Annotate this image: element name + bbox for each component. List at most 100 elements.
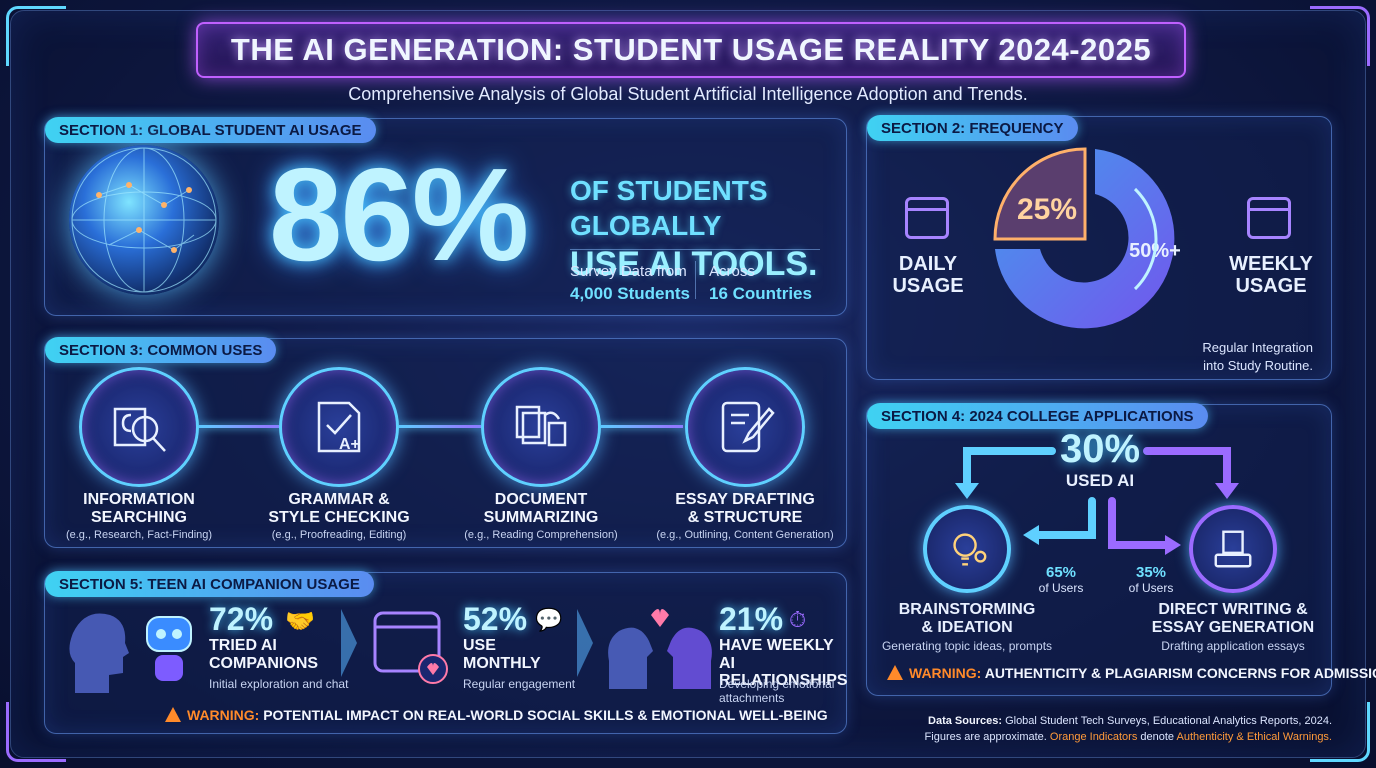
chevron-right-icon — [341, 609, 357, 677]
handshake-icon: 🤝 — [285, 608, 315, 635]
warning-icon — [887, 665, 903, 680]
section-frequency: SECTION 2: FREQUENCY DAILY USAGE 25% 50%… — [866, 115, 1332, 380]
section-label: SECTION 4: 2024 COLLEGE APPLICATIONS — [867, 403, 1208, 429]
direct-writing-pct: 35% of Users — [1121, 564, 1181, 595]
section-global-usage: SECTION 1: GLOBAL STUDENT AI USAGE 86% O… — [44, 117, 847, 316]
title-line: COMPANIONS — [209, 654, 319, 672]
section-label: SECTION 1: GLOBAL STUDENT AI USAGE — [45, 117, 376, 143]
outer-frame — [10, 10, 1366, 758]
sources-text: Global Student Tech Surveys, Educational… — [1005, 715, 1332, 727]
two-heads-heart-icon — [608, 609, 712, 689]
sub-line: attachments — [719, 691, 785, 706]
warning-text: POTENTIAL IMPACT ON REAL-WORLD SOCIAL SK… — [263, 707, 828, 723]
use-title-line: INFORMATION — [83, 491, 195, 508]
direct-writing-sub: Drafting application essays — [1161, 639, 1305, 653]
use-title-line: SEARCHING — [90, 508, 187, 526]
connector-line — [601, 425, 683, 428]
svg-text:A+: A+ — [339, 436, 360, 453]
use-title-line: DOCUMENT — [494, 491, 588, 508]
title-line: BRAINSTORMING — [898, 601, 1036, 618]
lightbulb-gear-icon — [923, 505, 1011, 593]
use-title: GRAMMAR & STYLE CHECKING — [239, 491, 439, 527]
title-line: DIRECT WRITING & — [1158, 601, 1308, 618]
used-ai-label: USED AI — [1065, 471, 1135, 490]
weekly-label-line: WEEKLY — [1229, 253, 1313, 275]
global-usage-headline: OF STUDENTS GLOBALLY USE AI TOOLS. — [570, 173, 846, 286]
use-subtitle: (e.g., Research, Fact-Finding) — [65, 529, 213, 541]
title-line: TRIED AI — [209, 637, 277, 654]
footer-text: denote — [1140, 730, 1175, 743]
connector-line — [399, 425, 481, 428]
teen-stat-sub: Developing emotional attachments — [719, 677, 834, 706]
teen-stat-title: USE MONTHLY — [463, 637, 541, 672]
teen-stat-pct: 21% — [719, 601, 784, 637]
survey-stat: Survey Data from 4,000 Students — [570, 261, 690, 306]
grade-check-icon: A+ — [279, 367, 399, 487]
flow-arrows — [955, 447, 1239, 555]
headline-line: USE AI TOOLS. — [570, 245, 818, 283]
brain-magnifier-icon — [79, 367, 199, 487]
teen-stat-pct: 52% — [463, 601, 528, 637]
head-robot-icon — [69, 613, 192, 693]
pct-value: 65% — [1045, 564, 1077, 581]
daily-usage-label: DAILY USAGE — [889, 253, 967, 297]
use-subtitle: (e.g., Proofreading, Editing) — [271, 529, 407, 541]
sub-line: Developing emotional — [719, 677, 835, 691]
frequency-donut-chart: 25% 50%+ — [985, 139, 1185, 339]
teen-stat-sub: Regular engagement — [463, 677, 576, 691]
footer-orange-text: Authenticity & Ethical Warnings. — [1176, 730, 1333, 743]
brainstorm-title: BRAINSTORMING & IDEATION — [867, 601, 1067, 637]
pct-users: of Users — [1038, 580, 1084, 595]
use-title: ESSAY DRAFTING & STRUCTURE — [645, 491, 845, 527]
globe-icon — [69, 145, 219, 295]
data-sources-footer: Data Sources: Global Student Tech Survey… — [925, 714, 1332, 746]
teen-stat-sub: Initial exploration and chat — [209, 677, 349, 691]
use-subtitle: (e.g., Outlining, Content Generation) — [656, 529, 834, 541]
across-label: Across — [709, 263, 755, 280]
title-line: USE — [463, 637, 496, 654]
teen-stat-pct: 72% — [209, 601, 274, 637]
across-value: 16 Countries — [709, 284, 812, 303]
frame-corner — [6, 6, 66, 66]
chat-bubble-icon: 💬 — [535, 607, 563, 632]
footer-text: Figures are approximate. — [924, 730, 1047, 743]
use-title: DOCUMENT SUMMARIZING — [441, 491, 641, 527]
page-subtitle: Comprehensive Analysis of Global Student… — [348, 84, 1028, 104]
frame-corner — [6, 702, 66, 762]
frame-corner — [1310, 702, 1370, 762]
divider — [695, 261, 696, 299]
direct-writing-title: DIRECT WRITING & ESSAY GENERATION — [1133, 601, 1333, 637]
note-line: Regular Integration — [1202, 340, 1313, 355]
teen-stat-title: TRIED AI COMPANIONS — [209, 637, 318, 672]
section-label: SECTION 5: TEEN AI COMPANION USAGE — [45, 571, 374, 597]
title-line: MONTHLY — [463, 654, 541, 672]
divider — [570, 249, 820, 250]
section-college-applications: SECTION 4: 2024 COLLEGE APPLICATIONS 30%… — [866, 403, 1376, 696]
use-subtitle: (e.g., Reading Comprehension) — [464, 529, 618, 541]
teen-stat-title: HAVE WEEKLY AI RELATIONSHIPS — [719, 637, 848, 690]
title-banner: THE AI GENERATION: STUDENT USAGE REALITY… — [196, 22, 1186, 78]
warning-word: WARNING: — [187, 707, 260, 723]
countries-stat: Across 16 Countries — [709, 261, 812, 306]
headline-line: OF STUDENTS GLOBALLY — [570, 175, 768, 241]
title-line: HAVE WEEKLY AI — [719, 637, 834, 672]
keyboard-document-icon — [1189, 505, 1277, 593]
use-title: INFORMATION SEARCHING — [39, 491, 239, 527]
daily-label-line: USAGE — [892, 275, 964, 297]
sources-label: Data Sources: — [928, 715, 1002, 727]
frequency-note: Regular Integration into Study Routine. — [1202, 339, 1313, 374]
calendar-icon — [905, 197, 949, 239]
use-title-line: & STRUCTURE — [687, 508, 803, 526]
brainstorm-pct: 65% of Users — [1031, 564, 1091, 595]
footer-orange-text: Orange Indicators — [1049, 730, 1138, 743]
use-title-line: GRAMMAR & — [288, 491, 390, 508]
section-teen-companions: SECTION 5: TEEN AI COMPANION USAGE 72% T… — [44, 571, 848, 734]
documents-icon — [481, 367, 601, 487]
survey-value: 4,000 Students — [570, 284, 690, 303]
page-title: THE AI GENERATION: STUDENT USAGE REALITY… — [230, 32, 1152, 67]
daily-pct-label: 25% — [1017, 193, 1077, 226]
clock-icon: ⏱ — [789, 607, 807, 632]
survey-label: Survey Data from — [570, 263, 687, 280]
brainstorm-sub: Generating topic ideas, prompts — [881, 639, 1053, 653]
admissions-warning: WARNING: AUTHENTICITY & PLAGIARISM CONCE… — [887, 665, 1376, 681]
